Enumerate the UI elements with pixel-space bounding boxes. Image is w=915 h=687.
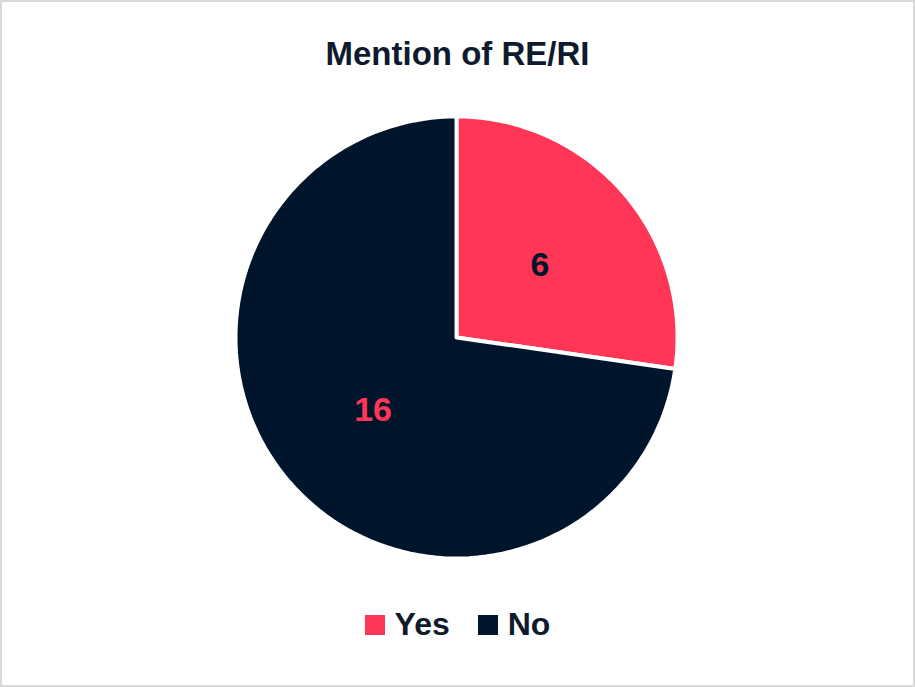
html-text:Yes: Yes — [394, 606, 450, 642]
svg-text:6: 6 — [531, 245, 550, 283]
svg-text:16: 16 — [354, 390, 392, 428]
html-text:Mention of RE/RI: Mention of RE/RI — [325, 35, 590, 72]
html-text:No: No — [507, 606, 551, 642]
